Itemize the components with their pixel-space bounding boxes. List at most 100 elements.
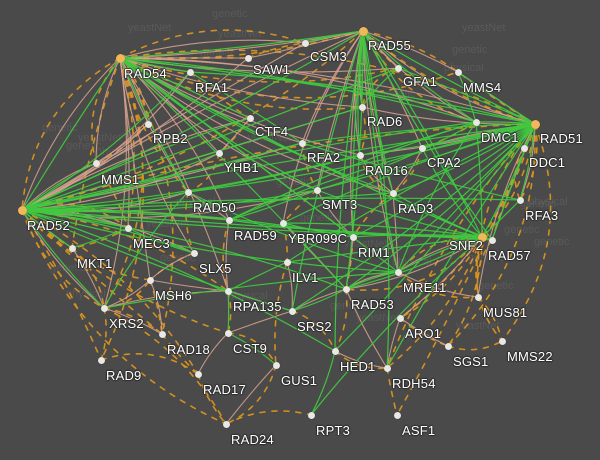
network-edge — [119, 57, 251, 119]
graph-node-rad54[interactable] — [115, 53, 125, 63]
graph-node-gfa1[interactable] — [394, 64, 402, 72]
graph-node-slx5[interactable] — [190, 249, 198, 257]
graph-node-rpa135[interactable] — [224, 287, 232, 295]
network-edge — [447, 340, 503, 351]
graph-node-rim1[interactable] — [349, 233, 357, 241]
network-edge — [103, 307, 163, 335]
network-edge — [21, 209, 105, 309]
network-edge — [119, 57, 477, 123]
network-edge — [189, 71, 303, 144]
graph-node-mkt1[interactable] — [68, 244, 76, 252]
network-edge — [345, 123, 536, 290]
network-edge — [399, 236, 483, 319]
graph-node-mec3[interactable] — [124, 224, 132, 232]
network-edge — [187, 121, 477, 193]
network-edge — [225, 219, 230, 292]
graph-node-yhb1[interactable] — [215, 149, 223, 157]
network-edge — [359, 106, 366, 156]
network-edge — [21, 57, 121, 211]
network-edge — [119, 57, 195, 254]
graph-node-rad52[interactable] — [17, 205, 27, 215]
graph-node-smt3[interactable] — [313, 186, 321, 194]
network-edge — [301, 142, 521, 201]
graph-node-rad55[interactable] — [358, 26, 368, 36]
network-edge — [21, 209, 230, 221]
network-edge — [21, 117, 251, 211]
network-edge — [100, 57, 145, 361]
graph-node-asf1[interactable] — [393, 411, 401, 419]
graph-node-rad6[interactable] — [358, 103, 366, 111]
network-edge — [21, 106, 363, 211]
graph-node-ybr099c[interactable] — [279, 219, 287, 227]
graph-node-ctf4[interactable] — [246, 114, 254, 122]
graph-node-aro1[interactable] — [396, 314, 404, 322]
graph-node-gus1[interactable] — [272, 361, 280, 369]
network-edge — [21, 42, 306, 211]
graph-node-rad18[interactable] — [158, 330, 166, 338]
network-edge — [21, 192, 394, 211]
graph-node-mus81[interactable] — [474, 293, 482, 301]
network-edge — [21, 121, 477, 211]
graph-node-rfa1[interactable] — [186, 68, 194, 76]
graph-node-saw1[interactable] — [244, 54, 252, 62]
graph-node-csm3[interactable] — [301, 39, 309, 47]
network-edge — [392, 192, 483, 238]
network-edge — [95, 123, 149, 164]
network-edge — [361, 67, 399, 108]
graph-node-mms22[interactable] — [498, 337, 506, 345]
network-edge — [457, 71, 536, 125]
graph-node-rpb2[interactable] — [144, 120, 152, 128]
graph-node-rad24[interactable] — [222, 420, 230, 428]
graph-node-rad50[interactable] — [184, 188, 192, 196]
graph-node-dmc1[interactable] — [472, 118, 480, 126]
graph-node-mms1[interactable] — [92, 159, 100, 167]
network-edge — [362, 30, 459, 73]
network-edge — [21, 57, 249, 211]
network-edge — [21, 209, 195, 254]
network-edge — [21, 209, 399, 273]
graph-node-rfa2[interactable] — [298, 139, 306, 147]
graph-node-msh6[interactable] — [146, 276, 154, 284]
graph-node-cst9[interactable] — [224, 329, 232, 337]
network-edge — [185, 191, 195, 254]
network-edge — [119, 57, 394, 194]
network-edge — [21, 209, 199, 375]
network-edge — [149, 279, 229, 292]
network-edge — [282, 222, 288, 263]
network-edge — [291, 310, 336, 352]
network-edge — [227, 332, 277, 366]
graph-node-rdh54[interactable] — [383, 364, 391, 372]
graph-node-rad17[interactable] — [194, 370, 202, 378]
graph-node-rad3[interactable] — [389, 189, 397, 197]
graph-node-rad57[interactable] — [488, 236, 496, 244]
network-edge — [21, 142, 303, 211]
graph-node-rpt3[interactable] — [307, 411, 315, 419]
network-edge — [71, 247, 105, 309]
network-edge — [225, 364, 277, 425]
graph-node-rad59[interactable] — [225, 216, 233, 224]
graph-node-srs2[interactable] — [288, 307, 296, 315]
graph-node-rfa3[interactable] — [516, 196, 524, 204]
graph-node-xrs2[interactable] — [100, 304, 108, 312]
graph-node-ddc1[interactable] — [520, 144, 528, 152]
graph-node-hed1[interactable] — [331, 347, 339, 355]
network-edge — [187, 191, 399, 273]
graph-node-rad9[interactable] — [97, 356, 105, 364]
graph-node-rad51[interactable] — [530, 119, 540, 129]
network-edge — [21, 162, 97, 211]
graph-node-mre11[interactable] — [394, 268, 402, 276]
graph-node-ilv1[interactable] — [283, 258, 291, 266]
graph-node-rad53[interactable] — [342, 285, 350, 293]
network-edge — [225, 410, 312, 425]
graph-node-snf2[interactable] — [477, 232, 487, 242]
graph-node-rad16[interactable] — [356, 151, 364, 159]
graph-node-sgs1[interactable] — [444, 342, 452, 350]
graph-node-cpa2[interactable] — [418, 144, 426, 152]
network-edge — [21, 209, 293, 312]
graph-node-mms4[interactable] — [454, 68, 462, 76]
network-edge — [247, 42, 306, 59]
network-edge — [119, 57, 149, 125]
network-edge — [100, 353, 199, 375]
